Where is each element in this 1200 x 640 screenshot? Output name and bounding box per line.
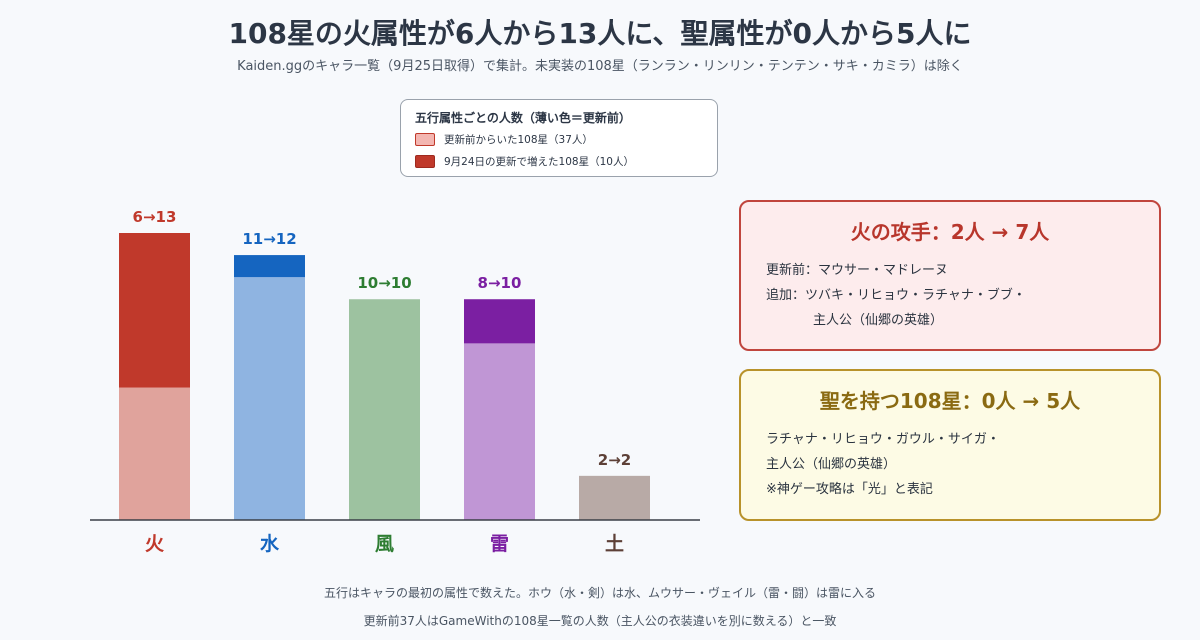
bar-data-label: 11→12 xyxy=(242,230,296,248)
holy-card-line: 主人公（仙郷の英雄） xyxy=(766,457,897,472)
bar-before xyxy=(119,387,190,520)
bar-before xyxy=(234,277,305,520)
chart-legend: 五行属性ごとの人数（薄い色＝更新前） 更新前からいた108星（37人） 9月24… xyxy=(400,99,718,177)
fire-card-line: 主人公（仙郷の英雄） xyxy=(813,313,944,328)
holy-element-card: 聖を持つ108星：0人 → 5人 ラチャナ・リヒョウ・ガウル・サイガ・ 主人公（… xyxy=(739,369,1161,521)
bar-added xyxy=(464,299,535,344)
bar-data-label: 10→10 xyxy=(357,274,411,292)
legend-item-added: 9月24日の更新で増えた108星（10人） xyxy=(415,154,634,169)
bar-data-label: 6→13 xyxy=(133,208,177,226)
legend-label-added: 9月24日の更新で増えた108星（10人） xyxy=(444,156,634,168)
footnote: 更新前37人はGameWithの108星一覧の人数（主人公の衣装違いを別に数える… xyxy=(363,614,837,628)
holy-card-line: ※神ゲー攻略は「光」と表記 xyxy=(766,482,933,497)
legend-swatch-added xyxy=(415,155,435,168)
bar-data-label: 8→10 xyxy=(478,274,522,292)
legend-swatch-before xyxy=(415,133,435,146)
page-subtitle: Kaiden.ggのキャラ一覧（9月25日取得）で集計。未実装の108星（ランラ… xyxy=(237,59,963,74)
fire-card-line: 追加：ツバキ・リヒョウ・ラチャナ・ブブ・ xyxy=(766,288,1026,303)
holy-card-line: ラチャナ・リヒョウ・ガウル・サイガ・ xyxy=(766,432,1000,447)
page-title: 108星の火属性が6人から13人に、聖属性が0人から5人に xyxy=(228,17,972,50)
bar-data-label: 2→2 xyxy=(598,451,631,469)
legend-title: 五行属性ごとの人数（薄い色＝更新前） xyxy=(415,111,631,125)
bar-before xyxy=(579,475,650,520)
fire-card-line: 更新前：マウサー・マドレーヌ xyxy=(766,263,949,278)
legend-label-before: 更新前からいた108星（37人） xyxy=(444,134,593,146)
x-tick-label: 水 xyxy=(260,533,280,555)
holy-card-title: 聖を持つ108星：0人 → 5人 xyxy=(819,389,1081,413)
bar-added xyxy=(234,255,305,278)
x-tick-label: 土 xyxy=(605,533,624,555)
bar-added xyxy=(119,233,190,388)
bar-chart: 6→13 火 11→12 水 10→10 風 8→10 雷 2→2 土 xyxy=(90,208,700,555)
x-tick-label: 雷 xyxy=(490,533,509,555)
legend-item-before: 更新前からいた108星（37人） xyxy=(415,132,593,147)
fire-attacker-card: 火の攻手：2人 → 7人 更新前：マウサー・マドレーヌ 追加：ツバキ・リヒョウ・… xyxy=(739,200,1161,351)
fire-card-title: 火の攻手：2人 → 7人 xyxy=(850,220,1050,244)
bar-before xyxy=(349,299,420,520)
x-tick-label: 風 xyxy=(375,533,394,555)
footnote: 五行はキャラの最初の属性で数えた。ホウ（水・剣）は水、ムウサー・ヴェイル（雷・闘… xyxy=(323,586,876,600)
bar-before xyxy=(464,343,535,520)
x-tick-label: 火 xyxy=(145,533,165,555)
